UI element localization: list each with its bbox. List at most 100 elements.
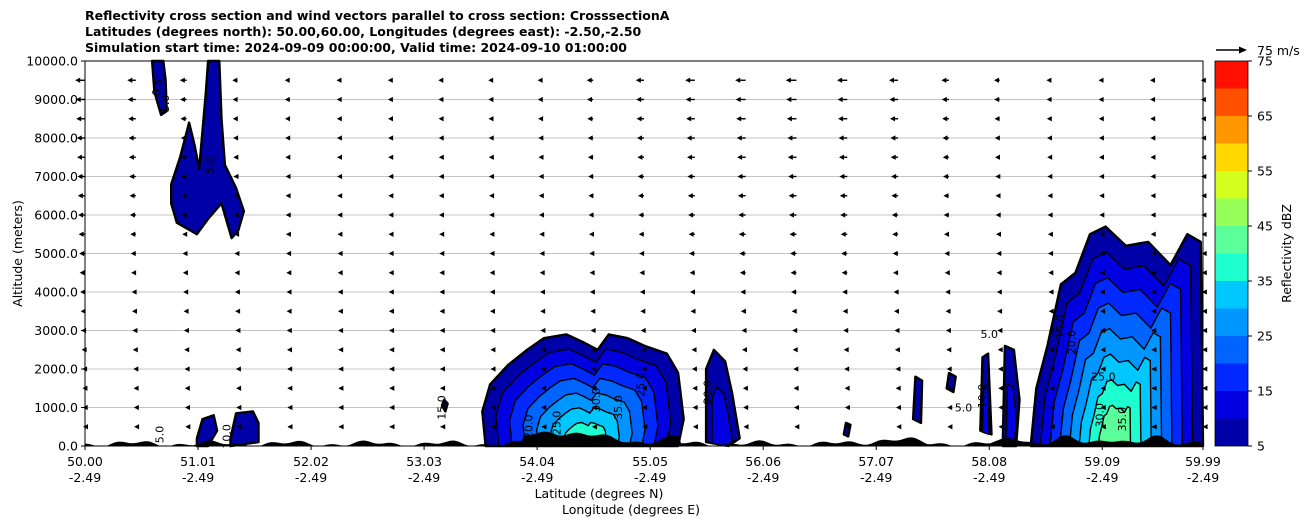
wind-vector [439, 270, 445, 276]
wind-vector [790, 250, 797, 257]
wind-vector [838, 116, 848, 122]
wind-vector [1150, 250, 1156, 257]
x-tick-label-lat: 57.07 [858, 454, 894, 469]
wind-vector [894, 327, 900, 334]
wind-vector [839, 154, 848, 160]
colorbar-tick-label: 5 [1257, 439, 1265, 454]
wind-vector [996, 231, 1001, 237]
colorbar-segment-15 [1215, 363, 1248, 391]
wind-vector [942, 135, 949, 141]
wind-vector [998, 385, 1004, 391]
contour-label: 20.0 [702, 380, 715, 405]
wind-vector [1202, 327, 1208, 334]
wind-vector [941, 77, 949, 83]
wind-vector [134, 424, 140, 430]
contour-label: 5.0 [980, 328, 998, 341]
x-tick-label-lat: 54.04 [519, 454, 555, 469]
wind-vector [285, 231, 291, 237]
wind-vector [588, 212, 594, 218]
y-tick-label: 5000.0 [34, 246, 78, 261]
wind-vector [997, 308, 1003, 314]
wind-vector [738, 212, 746, 218]
wind-vector [338, 385, 344, 391]
contour-small-57-4-5 [911, 375, 924, 425]
wind-vector [1202, 385, 1208, 391]
wind-vector [589, 289, 595, 295]
wind-vector [943, 173, 949, 180]
y-tick-label: 0.0 [58, 439, 78, 454]
y-tick-label: 7000.0 [34, 169, 78, 184]
wind-vector [539, 231, 545, 237]
colorbar-segment-70 [1215, 61, 1248, 89]
wind-vector [639, 289, 645, 295]
wind-vector [689, 250, 695, 257]
x-tick-label-lon: -2.49 [1187, 470, 1219, 485]
wind-vector [235, 366, 241, 372]
wind-vector [1099, 231, 1105, 237]
wind-vector [133, 385, 139, 391]
y-tick-label: 1000.0 [34, 400, 78, 415]
wind-vector [489, 250, 495, 257]
wind-vector [891, 193, 899, 199]
wind-vector [586, 77, 594, 83]
wind-vector [338, 424, 344, 430]
wind-vector [692, 385, 698, 391]
wind-vector [739, 250, 746, 257]
wind-vector [133, 366, 139, 372]
wind-vector [81, 347, 87, 353]
wind-vector [132, 347, 138, 353]
wind-vector [691, 347, 697, 353]
wind-vector [387, 96, 393, 103]
wind-vector [839, 173, 848, 180]
wind-vector [1150, 173, 1156, 180]
wind-vector [994, 135, 1000, 141]
wind-vector [1049, 424, 1055, 430]
wind-vector [338, 327, 344, 334]
wind-vector [638, 193, 644, 199]
x-tick-label-lat: 55.05 [632, 454, 668, 469]
wind-vector [895, 385, 901, 391]
wind-vector [490, 424, 496, 430]
wind-vector [688, 231, 695, 237]
contour-label: 30.0 [590, 388, 603, 413]
wind-vector [591, 404, 597, 411]
wind-vector [1048, 270, 1054, 276]
wind-vector [336, 77, 342, 83]
wind-vector [590, 327, 596, 334]
wind-vector [894, 347, 900, 353]
wind-vector [285, 212, 291, 218]
wind-vector [1100, 404, 1106, 411]
contour-label: 10.0 [976, 384, 989, 409]
wind-vector [338, 347, 344, 353]
colorbar-segment-45 [1215, 198, 1248, 226]
wind-vector [488, 96, 494, 103]
wind-vector [1151, 424, 1157, 430]
wind-vector [438, 135, 444, 141]
contour-label: 35.0 [612, 395, 625, 420]
wind-vector [1047, 212, 1053, 218]
wind-vector [77, 193, 85, 199]
contour-label: 25.0 [551, 411, 564, 436]
wind-vector [741, 327, 747, 334]
wind-vector [589, 250, 595, 257]
wind-vector [889, 96, 899, 103]
wind-vector [438, 173, 444, 180]
colorbar-segment-60 [1215, 116, 1248, 144]
wind-vector [284, 96, 290, 103]
wind-vector [787, 135, 797, 141]
wind-vector [841, 250, 848, 257]
contour-label: 5.0 [955, 401, 973, 414]
wind-vector [440, 385, 446, 391]
quiver-key-arrow-head [1239, 46, 1247, 54]
wind-vector [179, 77, 187, 83]
x-tick-label-lat: 56.06 [745, 454, 781, 469]
wind-vector [1047, 193, 1053, 199]
wind-vector [639, 250, 645, 257]
wind-vector [637, 135, 644, 141]
wind-vector [945, 289, 951, 295]
wind-vector [788, 173, 797, 180]
wind-vector [788, 193, 797, 199]
wind-vector [233, 135, 239, 141]
wind-vector [738, 231, 746, 237]
wind-vector [538, 173, 544, 180]
